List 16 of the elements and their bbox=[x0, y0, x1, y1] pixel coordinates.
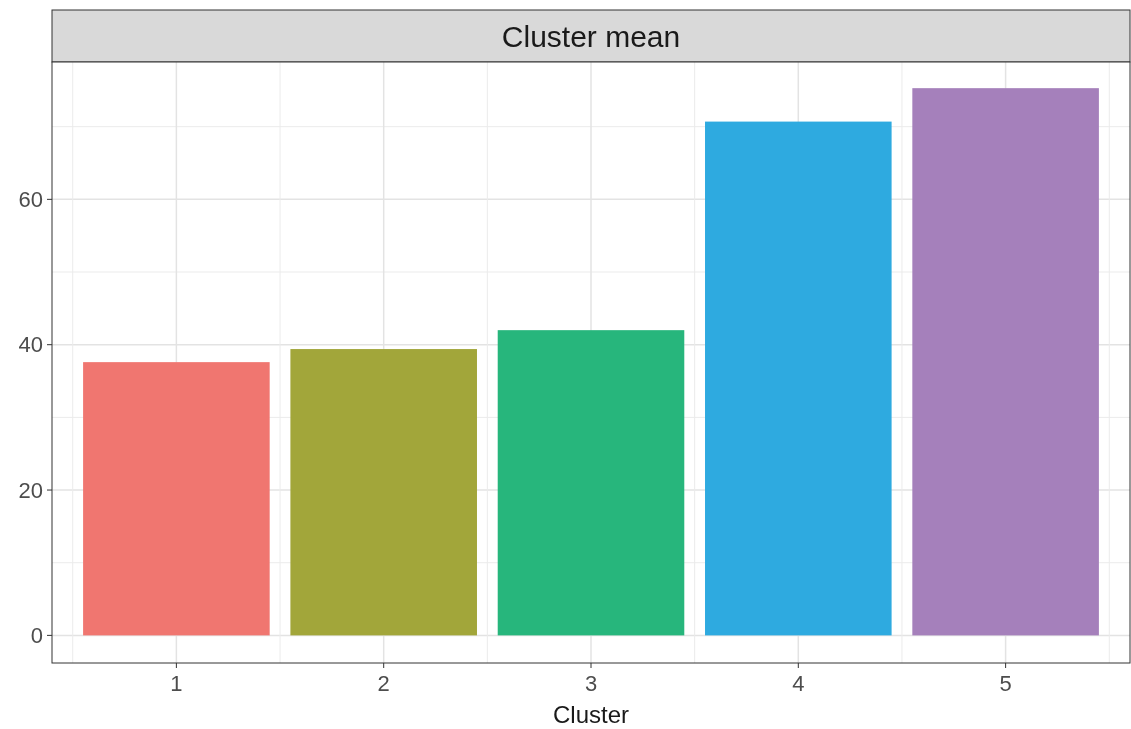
bar bbox=[912, 88, 1099, 636]
bar bbox=[705, 121, 892, 636]
x-tick-label: 4 bbox=[792, 671, 805, 696]
chart-title: Cluster mean bbox=[501, 19, 681, 53]
y-tick-label: 60 bbox=[18, 187, 43, 213]
x-tick-label: 2 bbox=[377, 671, 390, 696]
x-axis-title: Cluster bbox=[552, 701, 630, 728]
x-tick-label: 5 bbox=[999, 671, 1012, 696]
x-tick-label: 1 bbox=[170, 671, 183, 696]
y-tick-label: 0 bbox=[30, 623, 43, 649]
x-tick-label: 3 bbox=[584, 671, 598, 696]
bar bbox=[290, 349, 477, 636]
y-tick-label: 40 bbox=[18, 332, 43, 358]
bar bbox=[497, 330, 685, 636]
bar bbox=[83, 362, 270, 636]
y-tick-label: 20 bbox=[18, 477, 43, 503]
